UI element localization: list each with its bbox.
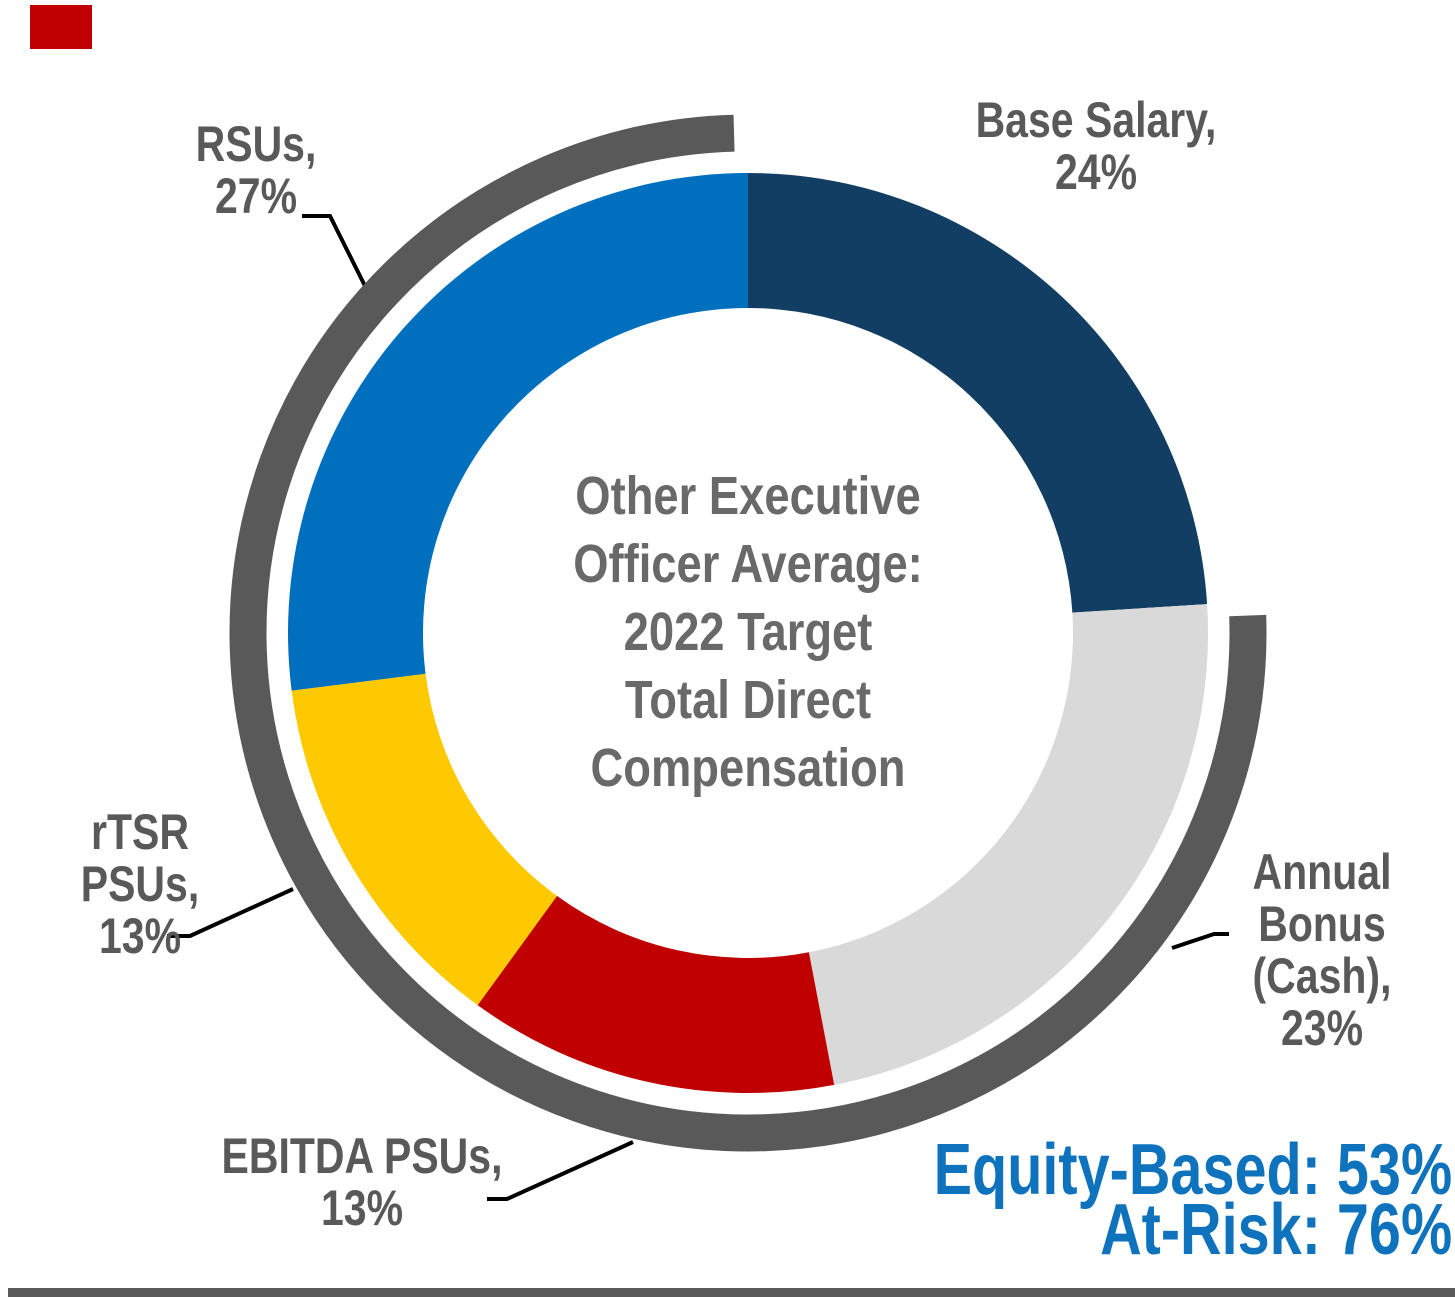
segment-rsus [288,173,748,691]
callout-rtsr-psus: rTSR PSUs, 13% [80,804,200,964]
callout-annual-bonus: Annual Bonus (Cash), 23% [1252,844,1392,1056]
equity-based-annotation: Equity-Based: 53% [933,1130,1452,1210]
leader-line-ebitda-psus [487,1140,634,1201]
leader-line-annual-bonus [1171,932,1229,950]
leader-line-rtsr-psus [167,887,294,938]
segment-base-salary [748,173,1208,613]
at-risk-annotation: At-Risk: 76% [1099,1190,1452,1270]
segment-rtsr-psus [291,673,557,1006]
segment-ebitda-psus [477,895,835,1093]
footer-rule [8,1288,1455,1297]
at-risk-arc [229,114,1267,1152]
chart-center-title: Other Executive Officer Average: 2022 Ta… [573,466,923,798]
callout-base-salary: Base Salary, 24% [975,92,1217,200]
segment-annual-bonus-cash [808,604,1208,1085]
summary-annotations: Equity-Based: 53% At-Risk: 76% [933,1130,1452,1270]
page-corner-tab [30,5,92,49]
callout-ebitda-psus: EBITDA PSUs, 13% [221,1128,503,1236]
callout-rsus: RSUs, 27% [195,116,317,224]
leader-line-rsus [302,214,370,293]
